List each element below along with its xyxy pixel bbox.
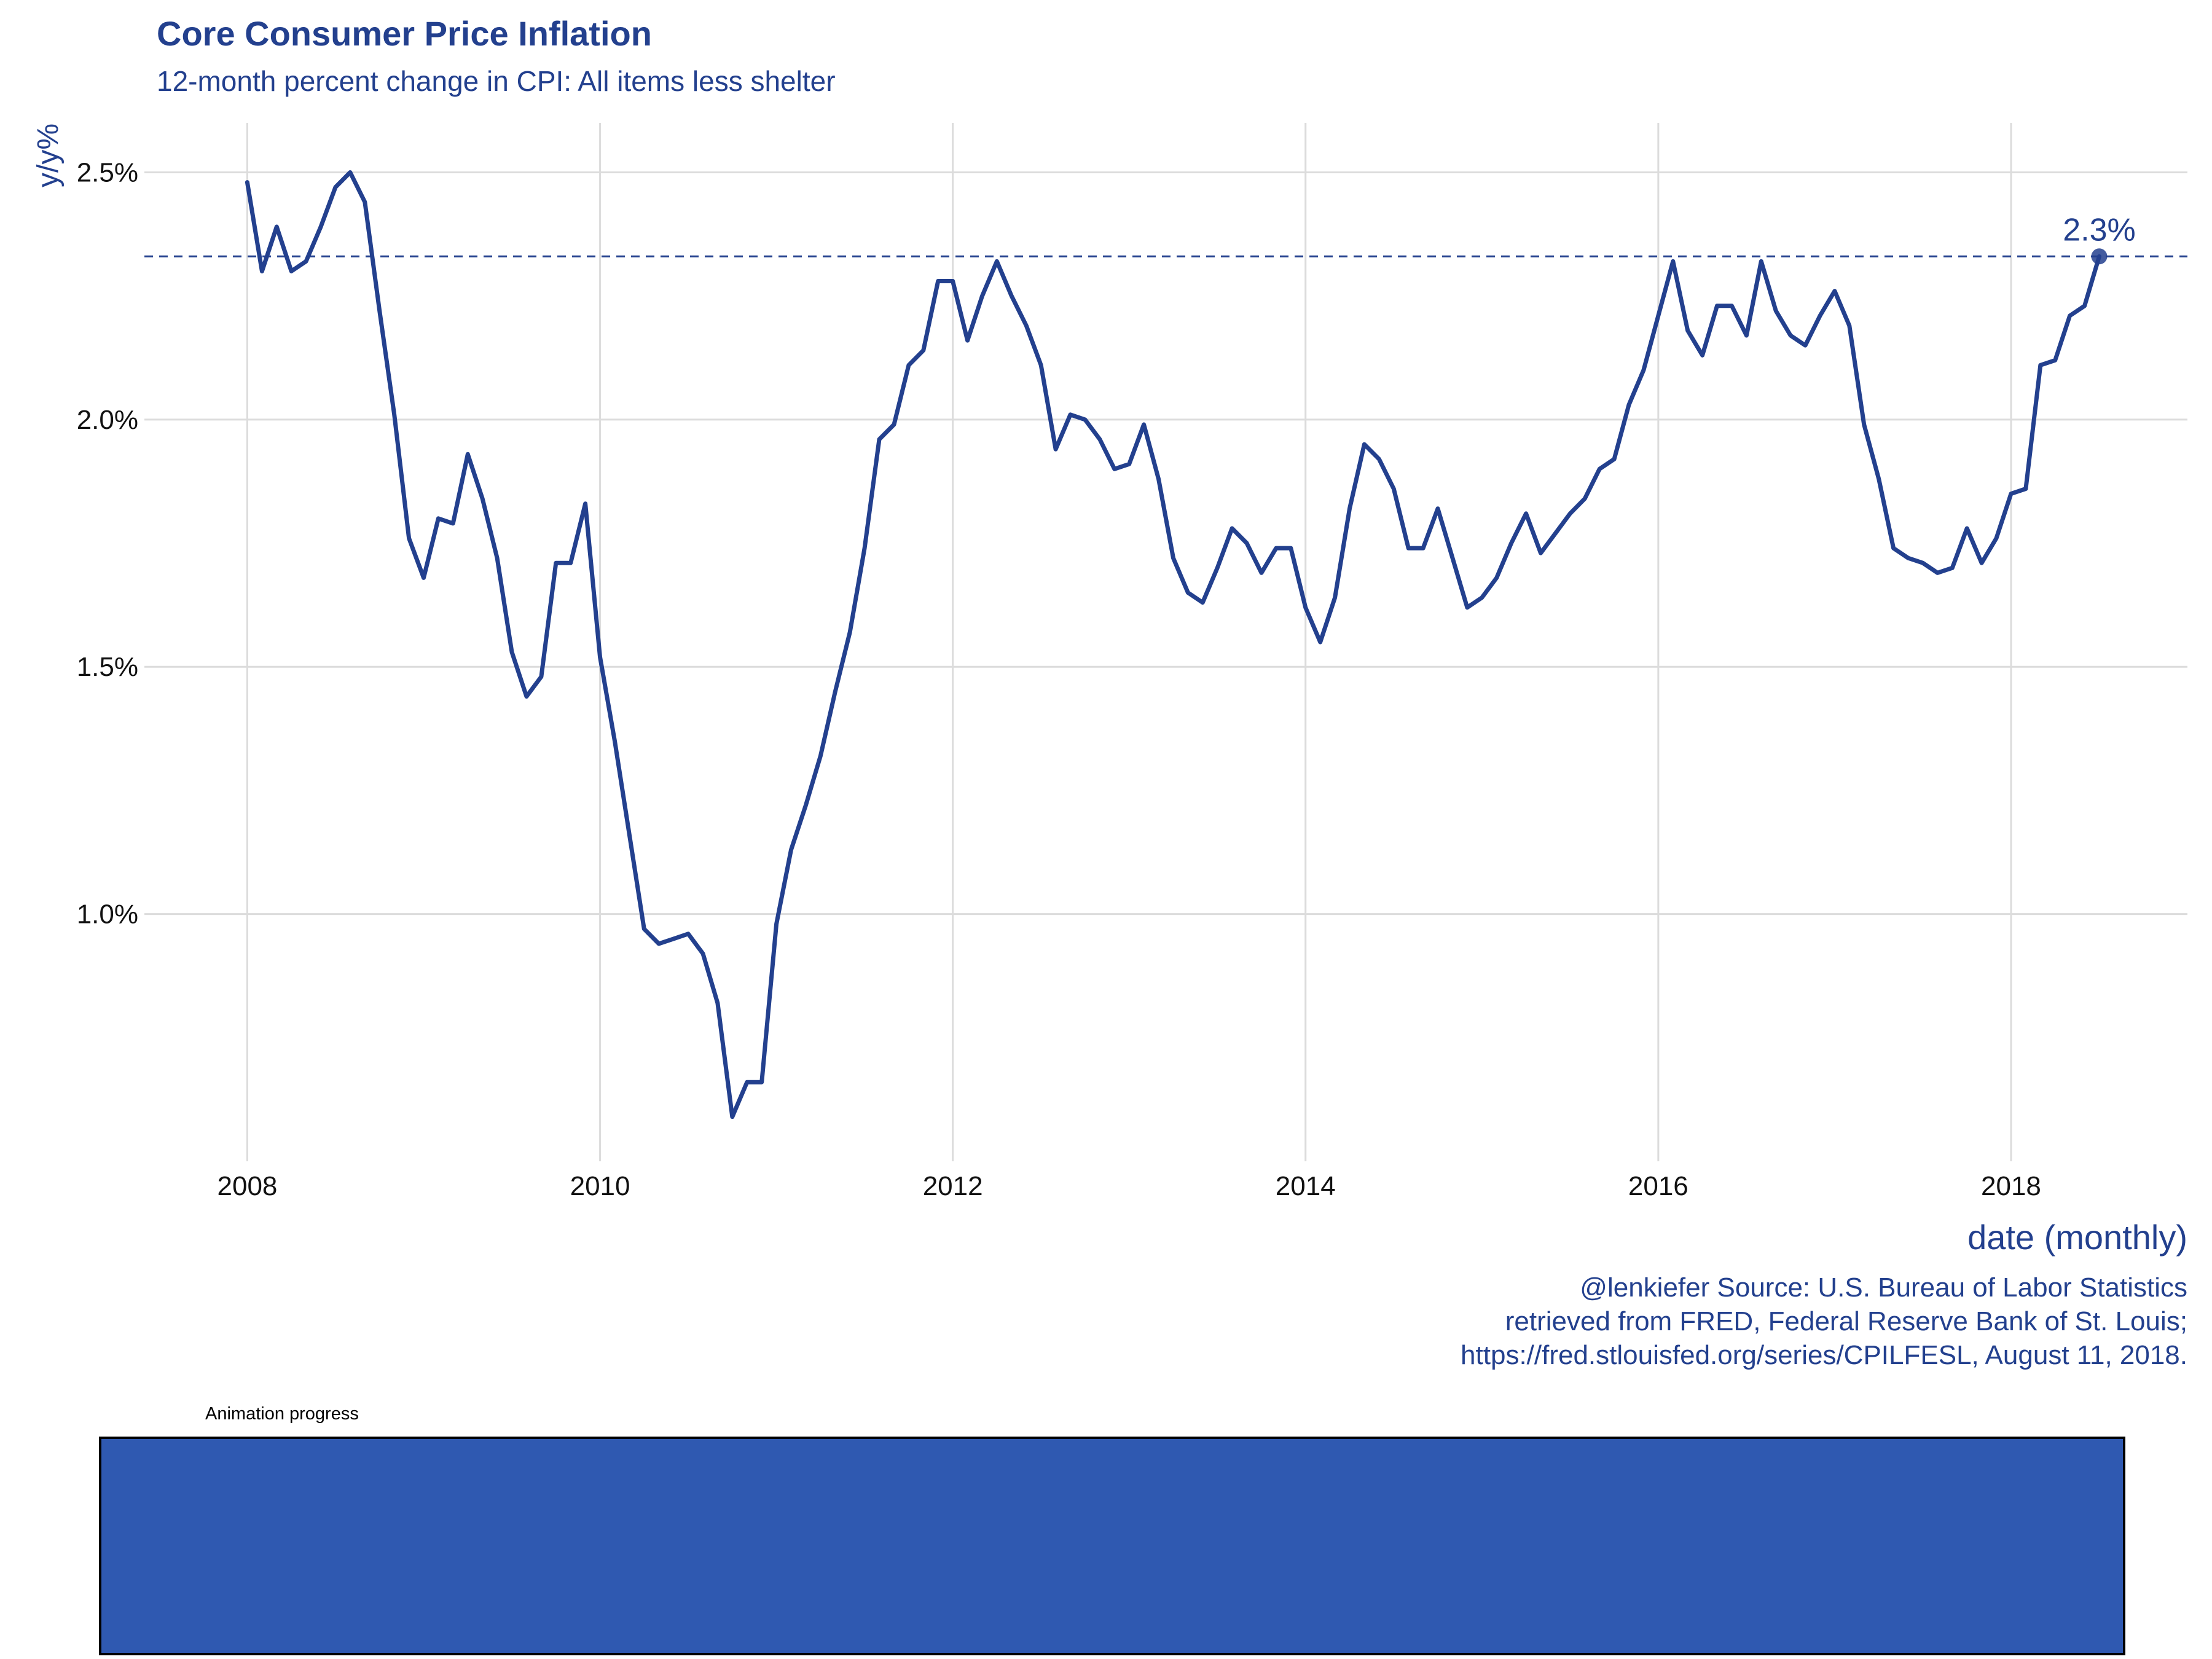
progress-fill xyxy=(101,1439,2123,1653)
x-tick-label: 2014 xyxy=(1276,1171,1336,1201)
y-tick-label: 2.5% xyxy=(77,157,138,187)
y-axis-label: y/y% xyxy=(32,124,65,187)
progress-label: Animation progress xyxy=(205,1404,359,1424)
caption-line-1: @lenkiefer Source: U.S. Bureau of Labor … xyxy=(1580,1273,2187,1303)
y-tick-label: 1.0% xyxy=(77,900,138,930)
endpoint-marker xyxy=(2091,248,2108,265)
x-tick-label: 2018 xyxy=(1981,1171,2041,1201)
x-tick-label: 2012 xyxy=(923,1171,983,1201)
chart-subtitle: 12-month percent change in CPI: All item… xyxy=(157,65,836,97)
series-line xyxy=(245,170,2101,1120)
x-tick-label: 2008 xyxy=(218,1171,278,1201)
grid xyxy=(144,123,2187,1161)
x-axis-label: date (monthly) xyxy=(1967,1218,2187,1257)
x-ticks: 2008 2010 2012 2014 2016 2018 xyxy=(218,1171,2041,1201)
y-tick-label: 1.5% xyxy=(77,652,138,682)
series-group xyxy=(245,170,2101,1120)
y-ticks: 1.0% 1.5% 2.0% 2.5% xyxy=(77,157,138,929)
endpoint-label: 2.3% xyxy=(2063,212,2136,248)
endpoint-group: 2.3% xyxy=(2063,212,2136,265)
chart-title: Core Consumer Price Inflation xyxy=(157,14,652,53)
x-tick-label: 2010 xyxy=(570,1171,630,1201)
caption-line-2: retrieved from FRED, Federal Reserve Ban… xyxy=(1505,1306,2187,1336)
y-tick-label: 2.0% xyxy=(77,405,138,435)
x-tick-label: 2016 xyxy=(1628,1171,1688,1201)
caption-line-3: https://fred.stlouisfed.org/series/CPILF… xyxy=(1461,1340,2187,1370)
